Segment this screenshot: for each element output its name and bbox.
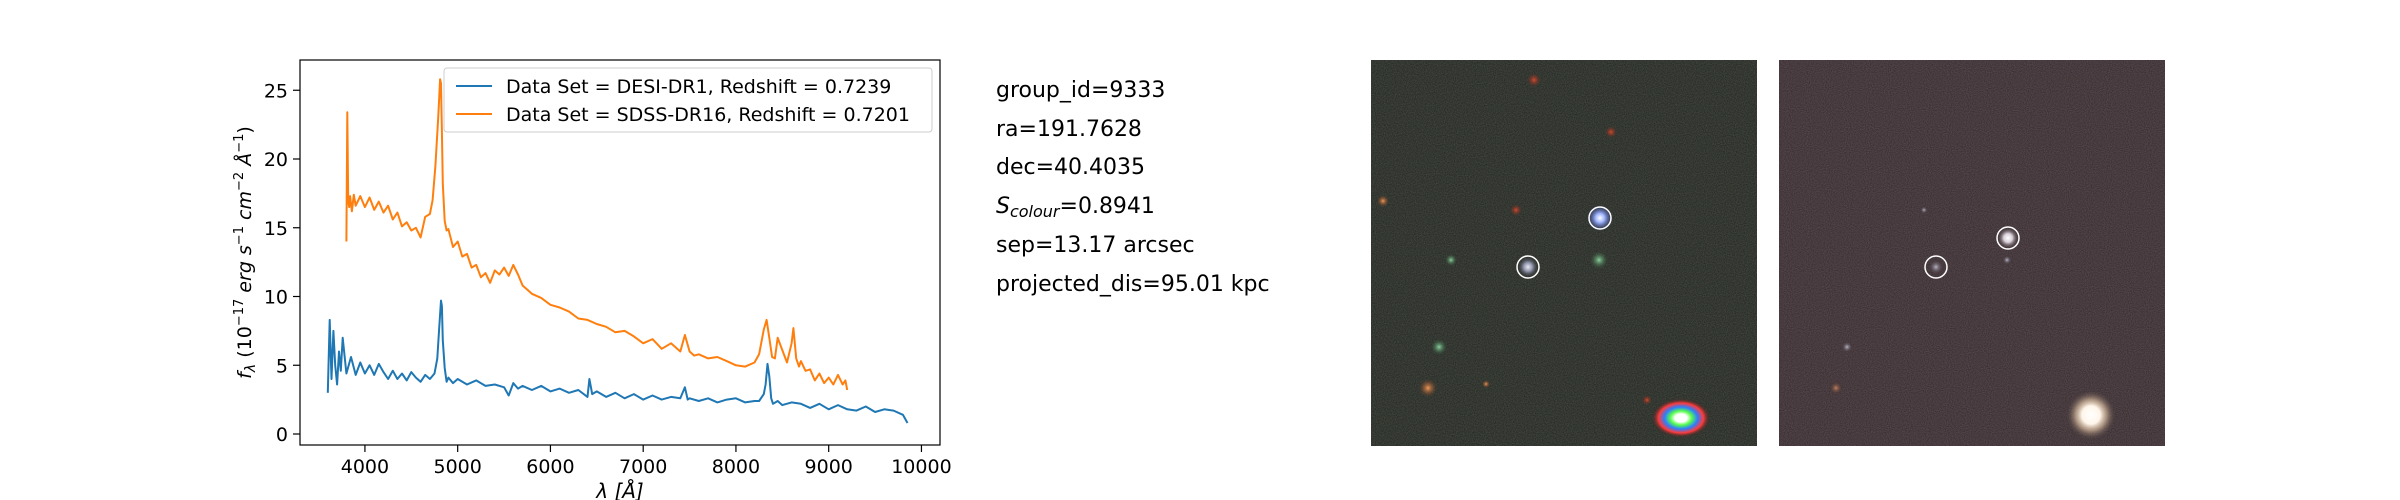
target-marker — [1996, 226, 2020, 250]
companion-marker — [1516, 255, 1540, 279]
y-tick-label: 15 — [264, 218, 288, 240]
sky-object — [1920, 206, 1928, 214]
x-tick-label: 7000 — [619, 456, 667, 478]
series-line-sdss-dr16 — [345, 78, 849, 391]
sep-text: sep=13.17 arcsec — [996, 233, 1195, 258]
sky-object — [1841, 341, 1853, 353]
ra-text: ra=191.7628 — [996, 116, 1142, 142]
sdss-cutout-image — [1779, 60, 2165, 446]
y-tick-label: 25 — [264, 80, 288, 102]
x-tick-label: 4000 — [341, 456, 389, 478]
bright-star — [1651, 398, 1711, 438]
companion-galaxy — [1518, 257, 1538, 277]
target-galaxy — [1997, 227, 2019, 249]
sky-noise — [1779, 60, 2165, 446]
companion-galaxy — [1928, 259, 1944, 275]
sky-object — [1419, 379, 1437, 397]
x-tick-label: 10000 — [891, 456, 951, 478]
y-axis-ticks: 0 5 10 15 20 25 — [264, 80, 300, 446]
sky-object — [1829, 381, 1843, 395]
s-colour-symbol: S — [996, 193, 1010, 219]
x-tick-label: 8000 — [712, 456, 760, 478]
x-tick-label: 6000 — [526, 456, 574, 478]
companion-marker — [1924, 255, 1948, 279]
sky-object — [1605, 126, 1617, 138]
dec-text: dec=40.4035 — [996, 155, 1146, 180]
sky-object — [1482, 380, 1490, 388]
chart-legend: Data Set = DESI-DR1, Redshift = 0.7239 D… — [443, 67, 933, 133]
sky-object — [1510, 204, 1522, 216]
plot-frame — [299, 59, 941, 446]
s-colour-value: =0.8941 — [1059, 193, 1155, 219]
series-layer — [326, 78, 909, 424]
legend-label-desi: Data Set = DESI-DR1, Redshift = 0.7239 — [506, 76, 891, 98]
sky-object — [1377, 195, 1389, 207]
x-axis-ticks: 4000 5000 6000 7000 8000 9000 10000 — [341, 445, 952, 478]
legend-label-sdss: Data Set = SDSS-DR16, Redshift = 0.7201 — [506, 104, 910, 126]
series-line-desi-dr1 — [326, 299, 909, 424]
sky-object — [1445, 254, 1457, 266]
x-tick-label: 5000 — [434, 456, 482, 478]
y-tick-label: 20 — [264, 149, 288, 171]
y-tick-label: 10 — [264, 287, 288, 309]
legacy-survey-cutout-image — [1371, 60, 1757, 446]
y-tick-label: 0 — [276, 424, 288, 446]
object-info: group_id=9333 ra=191.7628 dec=40.4035 Sc… — [996, 72, 1270, 304]
sky-object — [1590, 251, 1608, 269]
s-colour-subscript: colour — [1009, 201, 1060, 221]
projected-dis-text: projected_dis=95.01 kpc — [996, 271, 1270, 297]
group-id-text: group_id=9333 — [996, 78, 1166, 103]
x-axis-label: λ [Å] — [595, 479, 643, 500]
legend-box — [443, 67, 933, 133]
sky-object — [2002, 255, 2012, 265]
bright-star — [2065, 389, 2117, 441]
y-tick-label: 5 — [276, 355, 288, 377]
sky-object — [1642, 395, 1652, 405]
target-marker — [1588, 206, 1612, 230]
y-axis-label: fλ (10−17 erg s−1 cm−2 Å−1) — [232, 126, 259, 379]
x-tick-label: 9000 — [805, 456, 853, 478]
sky-object — [1527, 73, 1541, 87]
s-colour-text: Scolour=0.8941 — [996, 188, 1270, 228]
target-galaxy — [1587, 205, 1613, 231]
sky-object — [1431, 339, 1447, 355]
sky-noise — [1371, 60, 1757, 446]
